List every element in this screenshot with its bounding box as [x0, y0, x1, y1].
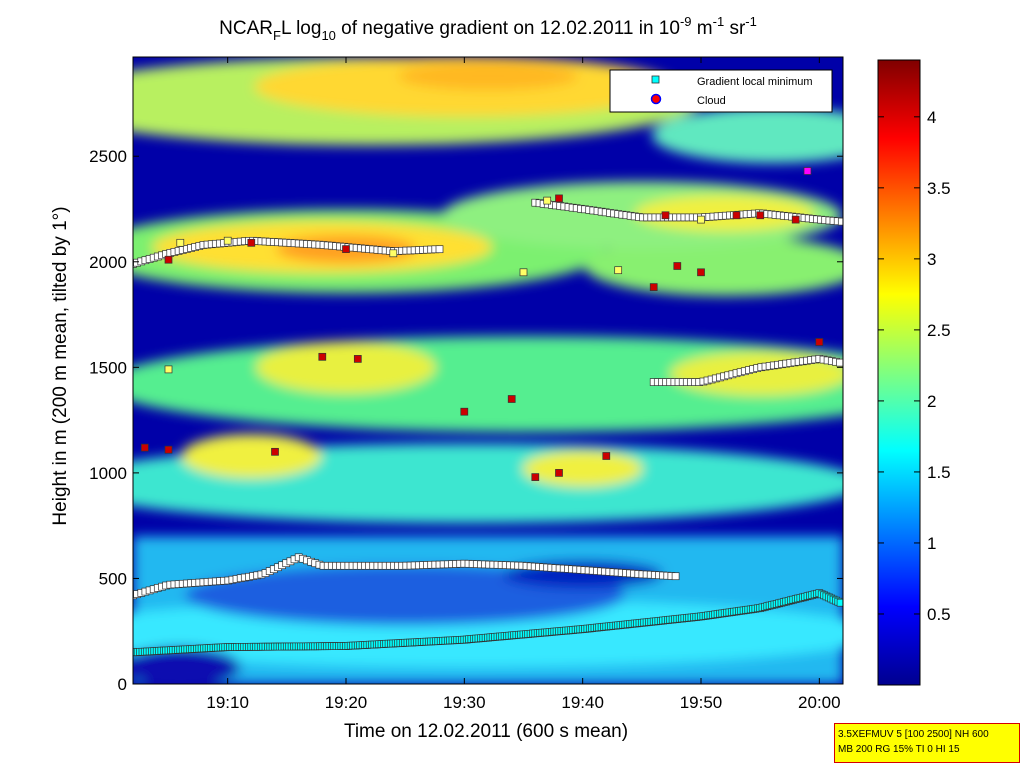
- settings-line-1: 3.5XEFMUV 5 [100 2500] NH 600: [838, 729, 989, 740]
- colorbar-tick-label: 1.5: [927, 463, 951, 482]
- colorbar-tick-label: 1: [927, 534, 936, 553]
- x-tick-label: 19:50: [680, 693, 723, 712]
- legend-marker-gradient-minimum: [651, 75, 660, 84]
- colorbar-tick-label: 3.5: [927, 179, 951, 198]
- heat-hot-1000b: [522, 450, 643, 487]
- marker-yellow: [543, 196, 552, 205]
- colorbar: 0.5 1 1.5 2 2.5 3 3.5 4: [877, 59, 951, 686]
- gradient-minimum-marker: [836, 358, 843, 367]
- gradient-minimum-marker: [671, 572, 680, 581]
- cloud-marker: [661, 211, 670, 220]
- cloud-marker: [531, 473, 540, 481]
- colorbar-tick-label: 0.5: [927, 605, 951, 624]
- heat-top-right: [652, 107, 843, 164]
- heat-layer-2000b: [584, 236, 843, 296]
- cloud-marker: [460, 407, 469, 416]
- legend-box: [609, 69, 833, 113]
- y-tick-label: 2000: [89, 253, 127, 272]
- colorbar-tick-label: 2.5: [927, 321, 951, 340]
- cloud-marker: [318, 352, 327, 361]
- cloud-marker: [756, 211, 765, 220]
- x-axis: 19:10 19:20 19:30 19:40 19:50 20:00: [206, 57, 841, 712]
- x-tick-label: 19:10: [206, 693, 249, 712]
- cloud-marker: [140, 443, 149, 452]
- heatmap-plot: [133, 57, 843, 684]
- y-tick-label: 500: [99, 569, 127, 588]
- marker-yellow: [389, 249, 398, 258]
- x-axis-label: Time on 12.02.2011 (600 s mean): [344, 721, 628, 742]
- marker-magenta: [803, 167, 812, 175]
- cloud-marker: [507, 395, 516, 403]
- cloud-marker: [791, 215, 800, 224]
- cloud-marker: [815, 338, 824, 346]
- y-axis-label: Height in m (200 m mean, tilted by 1°): [50, 206, 71, 525]
- marker-yellow: [614, 266, 623, 275]
- settings-info-box: 3.5XEFMUV 5 [100 2500] NH 600 MB 200 RG …: [834, 723, 1020, 763]
- x-tick-label: 19:30: [443, 693, 486, 712]
- y-tick-label: 1500: [89, 358, 127, 377]
- marker-yellow: [164, 365, 173, 374]
- marker-yellow: [697, 215, 705, 224]
- marker-yellow: [176, 238, 185, 247]
- marker-yellow: [519, 268, 528, 277]
- heat-hot-1000: [181, 434, 322, 478]
- heat-hot-1400: [256, 341, 436, 394]
- colorbar-tick-label: 4: [927, 108, 936, 127]
- cloud-marker: [342, 245, 350, 253]
- chart-title: NCARFL log10 of negative gradient on 12.…: [219, 14, 757, 43]
- cloud-marker: [164, 255, 173, 264]
- legend-label-gradient-minimum: Gradient local minimum: [697, 76, 813, 88]
- gradient-minimum-marker: [836, 598, 843, 607]
- heat-ground-dark: [133, 647, 241, 684]
- y-tick-label: 1000: [89, 464, 127, 483]
- x-tick-label: 19:40: [561, 693, 604, 712]
- cloud-marker: [555, 194, 563, 203]
- gradient-minimum-marker: [435, 245, 444, 254]
- heat-core-top: [398, 62, 578, 90]
- marker-yellow: [223, 236, 232, 245]
- cloud-marker: [353, 355, 362, 363]
- cloud-marker: [271, 447, 279, 456]
- cloud-marker: [555, 469, 563, 477]
- cloud-marker: [164, 445, 173, 454]
- colorbar-gradient: [877, 59, 921, 686]
- legend-marker-cloud: [650, 93, 662, 105]
- x-tick-label: 20:00: [798, 693, 841, 712]
- cloud-marker: [649, 283, 658, 291]
- colorbar-tick-label: 3: [927, 250, 936, 269]
- x-tick-label: 19:20: [325, 693, 368, 712]
- y-axis: 0 500 1000 1500 2000 2500: [89, 147, 843, 694]
- y-tick-label: 0: [118, 675, 127, 694]
- gradient-minimum-marker: [837, 217, 843, 226]
- cloud-marker: [247, 238, 256, 247]
- cloud-marker: [673, 262, 682, 270]
- cloud-marker: [697, 268, 705, 277]
- cloud-marker: [732, 211, 741, 220]
- plot-frame: [132, 56, 844, 685]
- colorbar-tick-label: 2: [927, 392, 936, 411]
- cloud-marker: [602, 452, 611, 460]
- settings-line-2: MB 200 RG 15% TI 0 HI 15: [838, 744, 960, 755]
- legend-label-cloud: Cloud: [697, 95, 726, 107]
- y-tick-label: 2500: [89, 147, 127, 166]
- legend: Gradient local minimum Cloud: [609, 69, 833, 113]
